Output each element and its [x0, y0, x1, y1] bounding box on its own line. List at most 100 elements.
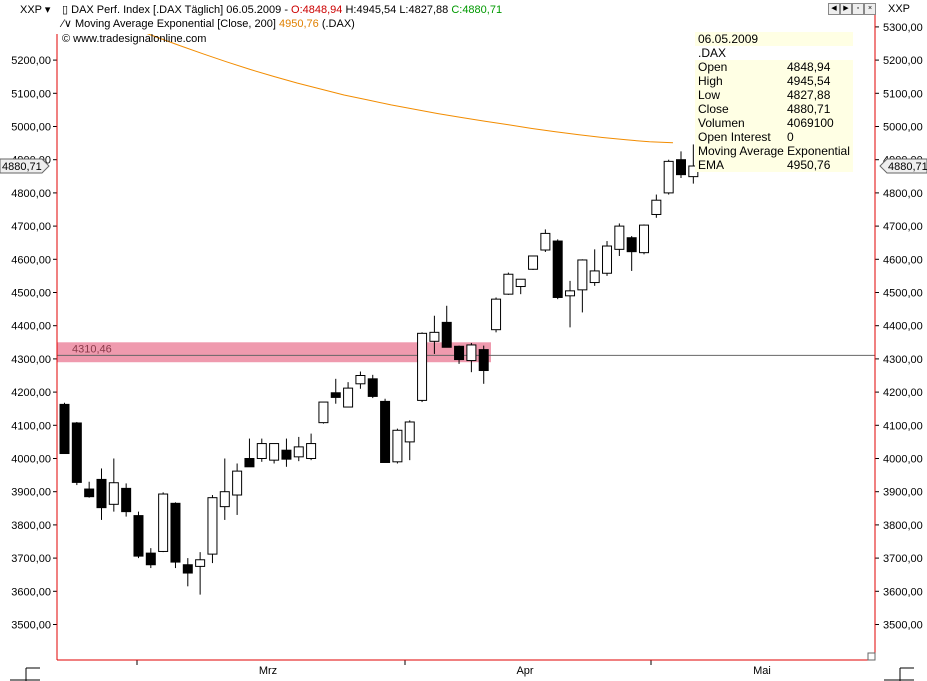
- candle-body: [108, 482, 119, 505]
- y-tick-label-left: 4700,00: [11, 221, 51, 233]
- candle-body: [404, 421, 415, 443]
- y-tick-label-right: 5100,00: [883, 88, 923, 100]
- candle-body: [306, 443, 317, 459]
- last-price-label-right: 4880,71: [888, 161, 927, 173]
- y-tick-label-left: 5100,00: [11, 88, 51, 100]
- resize-grip-icon: [867, 652, 876, 661]
- candle-body: [133, 515, 144, 557]
- x-tick-label: Apr: [516, 665, 533, 677]
- y-tick-label-right: 3700,00: [883, 553, 923, 565]
- candle-body: [195, 559, 206, 567]
- candle-body: [170, 502, 181, 563]
- support-label: 4310,46: [72, 343, 112, 355]
- candle-body: [676, 159, 686, 176]
- candle-body: [626, 237, 637, 253]
- info-label: Low: [698, 88, 721, 102]
- candle-body: [639, 224, 650, 254]
- y-tick-label-right: 4700,00: [883, 221, 923, 233]
- info-date: 06.05.2009: [698, 32, 759, 46]
- arrow-left-icon[interactable]: ◀: [828, 3, 840, 15]
- y-tick-label-left: 4500,00: [11, 288, 51, 300]
- info-label: Close: [698, 102, 729, 116]
- candle-body: [343, 387, 354, 408]
- header-line-copyright: © www.tradesignalonline.com: [62, 33, 207, 45]
- candle-body: [392, 429, 403, 463]
- info-value: 4880,71: [787, 102, 831, 116]
- info-label: Open: [698, 60, 728, 74]
- y-tick-label-left: 3500,00: [11, 620, 51, 632]
- info-value: 4945,54: [787, 74, 831, 88]
- candle-body: [96, 478, 107, 509]
- scale-corner-left-icon: [10, 667, 40, 681]
- last-price-marker-left: [0, 158, 50, 174]
- candle-body: [318, 401, 329, 424]
- y-tick-label-right: 4800,00: [883, 188, 923, 200]
- y-tick-label-left: 3600,00: [11, 586, 51, 598]
- symbol-selector[interactable]: XXP ▾: [20, 4, 51, 16]
- y-tick-label-right: 4000,00: [883, 454, 923, 466]
- candle-body: [577, 259, 588, 291]
- right-symbol-label: XXP: [888, 3, 911, 15]
- candle-body: [256, 443, 267, 459]
- info-label: Open Interest: [698, 130, 771, 144]
- candle-body: [454, 345, 465, 361]
- y-tick-label-right: 3500,00: [883, 620, 923, 632]
- candle-body: [330, 392, 341, 398]
- candle-body: [207, 497, 218, 555]
- info-value: 4848,94: [787, 60, 831, 74]
- candle-body: [478, 349, 489, 372]
- close-icon[interactable]: ×: [864, 3, 876, 15]
- candle-body: [293, 446, 304, 458]
- candle-body: [589, 270, 600, 284]
- info-label: Volumen: [698, 116, 745, 130]
- candle-body: [281, 449, 292, 460]
- candle-body: [182, 564, 193, 574]
- info-label: High: [698, 74, 723, 88]
- candle-body: [651, 199, 662, 215]
- scale-corner-right-icon: [884, 667, 914, 681]
- candle-body: [121, 487, 132, 513]
- data-window: 06.05.2009 .DAX Open 4848,94 High 4945,54 Lo…: [695, 32, 853, 172]
- arrow-right-icon[interactable]: ▶: [840, 3, 852, 15]
- support-zone: [57, 342, 491, 363]
- candle-body: [244, 458, 255, 468]
- candle-body: [429, 331, 440, 342]
- candle-body: [565, 290, 576, 297]
- candle-body: [503, 273, 514, 295]
- info-value: 0: [787, 130, 794, 144]
- candle-body: [528, 255, 539, 270]
- y-tick-label-left: 4000,00: [11, 454, 51, 466]
- last-price-label-left: 4880,71: [2, 161, 42, 173]
- candle-body: [380, 400, 391, 463]
- y-tick-label-right: 5400,00: [883, 0, 923, 1]
- candle-body: [614, 225, 625, 250]
- y-tick-label-right: 5200,00: [883, 55, 923, 67]
- candle-body: [71, 422, 82, 483]
- y-tick-label-right: 5000,00: [883, 122, 923, 134]
- y-tick-label-left: 4300,00: [11, 354, 51, 366]
- y-tick-label-right: 3800,00: [883, 520, 923, 532]
- x-tick-label: Mai: [753, 665, 771, 677]
- candle-body: [491, 298, 502, 331]
- candle-body: [602, 245, 613, 274]
- candle-body: [59, 403, 70, 455]
- ema-line: [61, 0, 674, 144]
- y-tick-label-left: 4600,00: [11, 254, 51, 266]
- y-tick-label-right: 4400,00: [883, 321, 923, 333]
- y-tick-label-left: 5000,00: [11, 122, 51, 134]
- candle-body: [145, 552, 156, 566]
- y-tick-label-right: 5300,00: [883, 22, 923, 34]
- info-value: 4069100: [787, 116, 834, 130]
- restore-icon[interactable]: ▫: [852, 3, 864, 15]
- y-tick-label-left: 4400,00: [11, 321, 51, 333]
- info-label: EMA: [698, 158, 725, 172]
- y-tick-label-left: 4100,00: [11, 420, 51, 432]
- candle-body: [417, 332, 428, 401]
- x-tick-label: Mrz: [259, 665, 277, 677]
- candle-body: [466, 344, 477, 362]
- candle-body: [355, 375, 366, 385]
- candle-body: [158, 493, 169, 552]
- y-tick-label-left: 4800,00: [11, 188, 51, 200]
- y-tick-label-right: 3900,00: [883, 487, 923, 499]
- candle-icon: ▯: [62, 4, 69, 16]
